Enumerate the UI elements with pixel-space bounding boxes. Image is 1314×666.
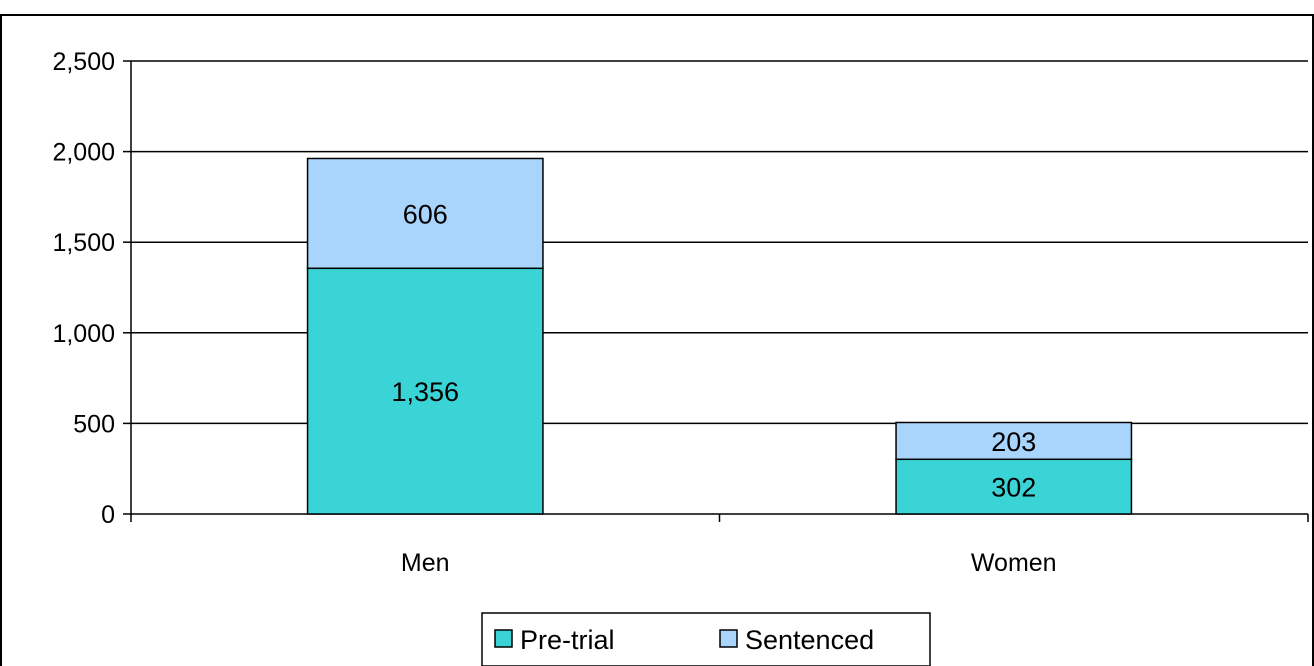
chart-frame — [0, 14, 1314, 666]
data-label: 302 — [991, 473, 1036, 503]
legend-box — [481, 612, 931, 666]
x-tick-label: Women — [971, 549, 1057, 577]
y-tick-label: 500 — [73, 410, 115, 438]
data-label: 606 — [403, 199, 448, 229]
data-labels: 1,356 606 302 203 — [391, 199, 1036, 502]
legend-label: Pre-trial — [520, 625, 615, 655]
y-tick-label: 0 — [101, 501, 115, 529]
y-tick-label: 1,000 — [52, 320, 115, 348]
legend-swatch — [494, 629, 513, 648]
bar-pre-trial-women — [895, 458, 1133, 515]
bar-sentenced-women — [895, 421, 1133, 461]
legend-label: Sentenced — [745, 625, 874, 655]
y-tick-label: 2,000 — [52, 139, 115, 167]
bars — [306, 157, 1133, 515]
data-label: 1,356 — [391, 377, 459, 407]
y-tick-label: 1,500 — [52, 229, 115, 257]
data-label: 203 — [991, 427, 1036, 457]
legend-swatch — [719, 629, 738, 648]
bar-pre-trial-men — [306, 267, 544, 515]
y-tick-label: 2,500 — [52, 48, 115, 76]
legend: Pre-trial Sentenced — [481, 612, 931, 666]
x-tick-label: Men — [401, 549, 450, 577]
bar-sentenced-men — [306, 157, 544, 270]
